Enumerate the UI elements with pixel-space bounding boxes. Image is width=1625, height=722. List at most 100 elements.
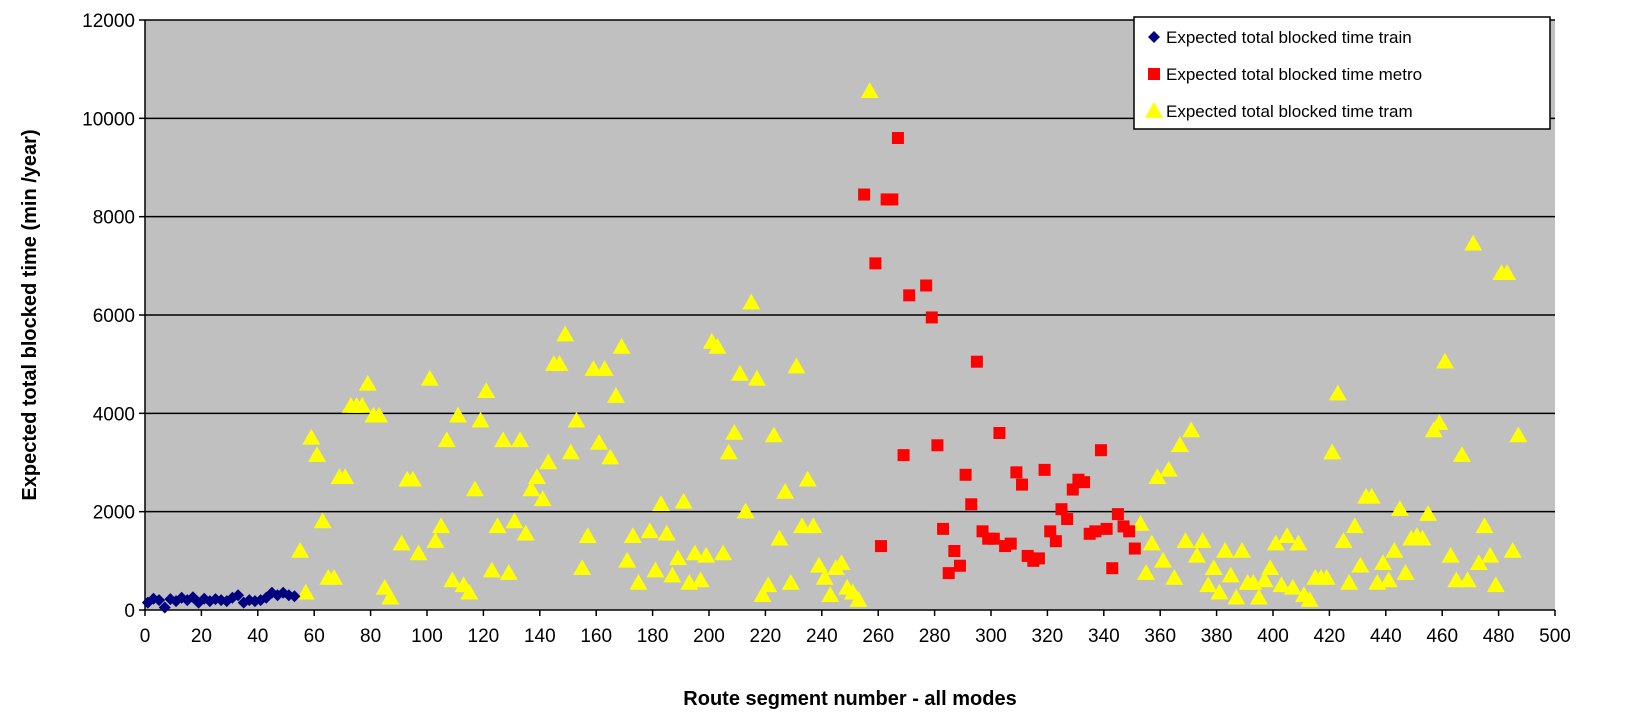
x-tick-label: 420 [1314,626,1346,647]
triangle-point [420,369,439,386]
triangle-point [1232,542,1251,558]
square-point [1055,503,1068,516]
x-tick-label: 480 [1483,626,1515,647]
triangle-point [1390,500,1409,516]
square-point [1010,466,1023,479]
square-point [987,532,1000,545]
square-point [869,257,882,270]
legend-marker-diamond [1148,31,1160,43]
triangle-point [527,468,546,484]
triangle-point [849,591,868,607]
y-tick-label: 4000 [93,404,135,425]
triangle-point [793,517,812,534]
triangle-point [426,532,445,548]
x-tick-label: 380 [1201,626,1233,647]
triangle-point [1278,527,1297,543]
x-tick-label: 260 [862,626,894,647]
triangle-point [381,588,400,605]
x-tick-label: 240 [806,626,838,647]
triangle-point [1227,588,1246,605]
triangle-point [324,569,343,585]
x-tick-label: 320 [1032,626,1064,647]
square-point [993,427,1006,439]
triangle-point [291,542,310,558]
square-point [1049,535,1062,548]
triangle-point [561,443,580,460]
triangle-point [776,483,795,499]
square-point [1106,562,1119,575]
square-point [891,132,904,144]
square-point [920,279,933,292]
square-point [886,193,899,206]
triangle-point [652,495,671,512]
triangle-point [623,527,642,543]
triangle-point [1385,542,1404,558]
x-tick-label: 20 [191,626,212,647]
square-point [948,545,961,557]
triangle-point [1216,542,1235,558]
triangle-point [612,337,631,354]
triangle-point [1413,529,1432,546]
legend-label: Expected total blocked time metro [1166,65,1422,84]
triangle-point [1351,556,1370,573]
x-tick-label: 340 [1088,626,1120,647]
triangle-point [353,396,372,413]
triangle-point [1373,554,1392,571]
triangle-point [1498,264,1517,280]
triangle-point [1328,384,1347,401]
series-triangle [291,82,1528,607]
triangle-point [1475,517,1494,534]
triangle-point [1379,571,1398,588]
triangle-point [685,544,704,561]
square-point [970,355,983,368]
triangle-point [1193,532,1212,548]
triangle-point [1323,443,1342,460]
square-point [1016,478,1029,491]
legend-label: Expected total blocked time train [1166,28,1412,47]
square-point [959,468,972,481]
triangle-point [719,443,738,460]
triangle-point [770,529,789,546]
triangle-point [629,573,648,590]
triangle-point [1249,588,1268,605]
triangle-point [725,424,744,440]
square-point [1032,552,1045,565]
triangle-point [668,549,687,566]
triangle-point [533,490,552,507]
triangle-point [449,406,468,423]
x-tick-label: 180 [637,626,669,647]
triangle-point [1345,517,1364,534]
triangle-point [781,573,800,590]
legend-items: Expected total blocked time train Expecte… [1145,28,1422,121]
x-tick-label: 80 [360,626,381,647]
x-tick-label: 400 [1257,626,1289,647]
diamond-point [153,594,166,607]
triangle-point [618,551,637,568]
square-point [937,522,950,535]
triangle-point [753,586,772,602]
triangle-point [1509,426,1528,443]
square-point [1089,525,1102,538]
triangle-point [764,426,783,443]
triangle-point [482,561,501,578]
triangle-point [488,517,507,534]
triangle-point [821,586,840,602]
triangle-point [1430,414,1449,430]
triangle-point [313,512,332,529]
triangle-point [1441,546,1460,563]
square-point [953,559,966,572]
triangle-point [601,448,620,465]
square-point [942,567,955,580]
triangle-point [1165,569,1184,585]
triangle-point [674,492,693,509]
triangle-point [691,571,710,588]
triangle-point [1452,446,1471,462]
square-point [1123,525,1136,538]
triangle-point [1396,564,1415,580]
x-axis-title: Route segment number - all modes [683,688,1016,710]
square-point [897,449,910,462]
triangle-point [296,583,315,600]
triangle-point [1436,352,1455,369]
triangle-point [1221,566,1240,583]
